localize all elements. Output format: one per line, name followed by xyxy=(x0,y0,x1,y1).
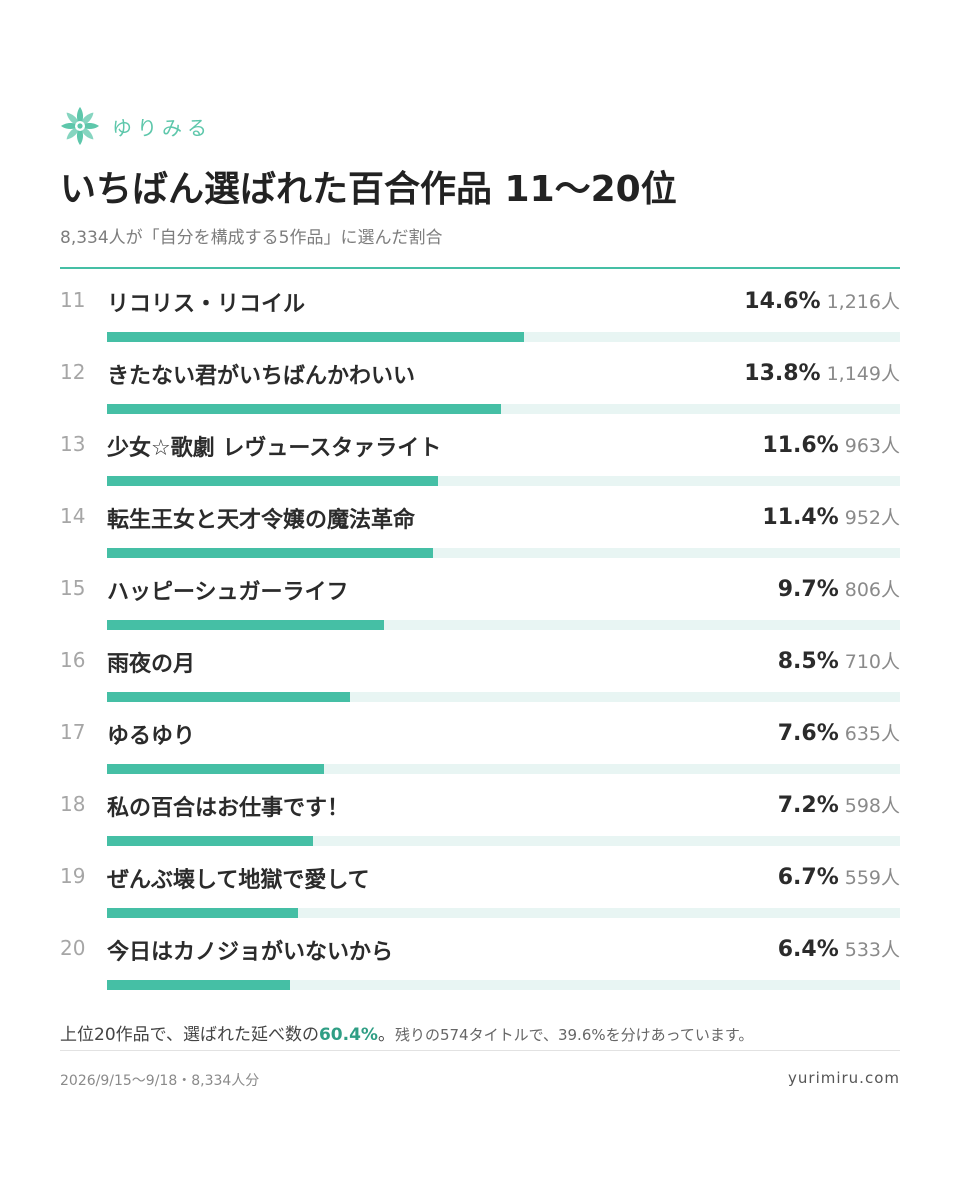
brand: ゆりみる xyxy=(60,106,212,146)
footer-date-range: 2026/9/15〜9/18・8,334人分 xyxy=(60,1073,260,1089)
chart-row: 16 雨夜の月 8.5% 710人 xyxy=(60,628,900,702)
chart-row: 15 ハッピーシュガーライフ 9.7% 806人 xyxy=(60,556,900,630)
summary-period: 。 xyxy=(377,1025,395,1045)
summary-highlight: 60.4% xyxy=(318,1025,378,1045)
brand-name: ゆりみる xyxy=(112,115,212,140)
bar-track xyxy=(107,620,900,630)
value-labels: 13.8% 1,149人 xyxy=(744,359,900,386)
bar xyxy=(107,548,433,558)
chart-row: 20 今日はカノジョがいないから 6.4% 533人 xyxy=(60,916,900,990)
page-subtitle: 8,334人が「自分を構成する5作品」に選んだ割合 xyxy=(60,228,443,248)
top-divider xyxy=(60,267,900,269)
page-title: いちばん選ばれた百合作品 11〜20位 xyxy=(60,169,677,210)
rank-label: 12 xyxy=(60,360,86,384)
value-labels: 11.4% 952人 xyxy=(762,503,900,530)
bar-track xyxy=(107,980,900,990)
chart-row: 13 少女☆歌劇 レヴュースタァライト 11.6% 963人 xyxy=(60,412,900,486)
chart-row: 11 リコリス・リコイル 14.6% 1,216人 xyxy=(60,268,900,342)
count-label: 963人 xyxy=(844,435,900,457)
footer-site: yurimiru.com xyxy=(788,1069,900,1087)
chart-row: 17 ゆるゆり 7.6% 635人 xyxy=(60,700,900,774)
rank-label: 11 xyxy=(60,288,86,312)
bar-track xyxy=(107,908,900,918)
count-label: 635人 xyxy=(844,723,900,745)
bar-track xyxy=(107,404,900,414)
bar xyxy=(107,908,298,918)
category-label: 少女☆歌劇 レヴュースタァライト xyxy=(107,436,442,461)
percent-label: 13.8% xyxy=(744,361,821,386)
chart-row: 19 ぜんぶ壊して地獄で愛して 6.7% 559人 xyxy=(60,844,900,918)
percent-label: 7.6% xyxy=(777,721,839,746)
value-labels: 7.6% 635人 xyxy=(778,719,900,746)
percent-label: 6.4% xyxy=(777,937,839,962)
rank-label: 13 xyxy=(60,432,86,456)
value-labels: 6.7% 559人 xyxy=(778,863,900,890)
category-label: ゆるゆり xyxy=(107,724,196,749)
bar xyxy=(107,476,438,486)
value-labels: 6.4% 533人 xyxy=(778,935,900,962)
percent-label: 9.7% xyxy=(777,577,839,602)
category-label: きたない君がいちばんかわいい xyxy=(107,364,416,389)
bar-track xyxy=(107,764,900,774)
rank-label: 16 xyxy=(60,648,86,672)
count-label: 1,216人 xyxy=(826,291,900,313)
count-label: 806人 xyxy=(844,579,900,601)
bar xyxy=(107,836,313,846)
count-label: 559人 xyxy=(844,867,900,889)
rank-label: 17 xyxy=(60,720,86,744)
chart-row: 18 私の百合はお仕事です！ 7.2% 598人 xyxy=(60,772,900,846)
bar-track xyxy=(107,332,900,342)
percent-label: 11.4% xyxy=(762,505,839,530)
value-labels: 7.2% 598人 xyxy=(778,791,900,818)
bar-track xyxy=(107,548,900,558)
bar-track xyxy=(107,692,900,702)
count-label: 952人 xyxy=(844,507,900,529)
category-label: 雨夜の月 xyxy=(107,652,196,677)
rank-label: 18 xyxy=(60,792,86,816)
rank-label: 14 xyxy=(60,504,86,528)
bar-track xyxy=(107,836,900,846)
percent-label: 6.7% xyxy=(777,865,839,890)
value-labels: 11.6% 963人 xyxy=(762,431,900,458)
count-label: 710人 xyxy=(844,651,900,673)
bar xyxy=(107,404,501,414)
percent-label: 11.6% xyxy=(762,433,839,458)
summary-note: 上位20作品で、選ばれた延べ数の60.4%。残りの574タイトルで、39.6%を… xyxy=(60,1020,753,1045)
category-label: ハッピーシュガーライフ xyxy=(107,580,349,605)
rank-label: 20 xyxy=(60,936,86,960)
petal xyxy=(76,107,84,125)
category-label: リコリス・リコイル xyxy=(107,292,306,317)
rank-label: 15 xyxy=(60,576,86,600)
count-label: 533人 xyxy=(844,939,900,961)
lily-flower-icon xyxy=(61,107,99,145)
category-label: 私の百合はお仕事です！ xyxy=(107,796,350,821)
category-label: ぜんぶ壊して地獄で愛して xyxy=(107,868,370,893)
rank-label: 19 xyxy=(60,864,86,888)
summary-rest: 残りの574タイトルで、39.6%を分けあっています。 xyxy=(394,1026,754,1044)
bar xyxy=(107,620,384,630)
bar xyxy=(107,980,290,990)
bar xyxy=(107,692,350,702)
bar xyxy=(107,764,324,774)
count-label: 598人 xyxy=(844,795,900,817)
chart-row: 14 転生王女と天才令嬢の魔法革命 11.4% 952人 xyxy=(60,484,900,558)
value-labels: 14.6% 1,216人 xyxy=(744,287,900,314)
percent-label: 7.2% xyxy=(777,793,839,818)
summary-lead: 上位20作品で、選ばれた延べ数の xyxy=(60,1025,319,1045)
category-label: 今日はカノジョがいないから xyxy=(107,940,394,965)
value-labels: 9.7% 806人 xyxy=(778,575,900,602)
count-label: 1,149人 xyxy=(826,363,900,385)
bar xyxy=(107,332,524,342)
bar-track xyxy=(107,476,900,486)
value-labels: 8.5% 710人 xyxy=(778,647,900,674)
bottom-divider xyxy=(60,1050,900,1051)
chart-row: 12 きたない君がいちばんかわいい 13.8% 1,149人 xyxy=(60,340,900,414)
percent-label: 14.6% xyxy=(744,289,821,314)
category-label: 転生王女と天才令嬢の魔法革命 xyxy=(107,508,416,533)
percent-label: 8.5% xyxy=(777,649,839,674)
